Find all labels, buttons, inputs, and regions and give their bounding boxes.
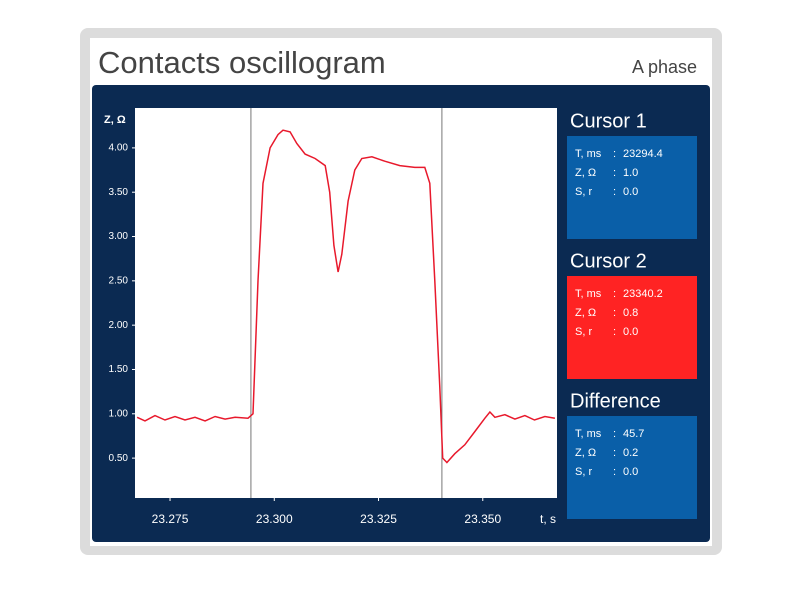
- row-value: 0.0: [623, 186, 638, 198]
- panel-title: Cursor 1: [570, 110, 647, 132]
- plot-area: [135, 108, 557, 498]
- row-name: S, r: [575, 186, 592, 198]
- row-name: Z, Ω: [575, 307, 596, 319]
- row-separator: :: [613, 167, 616, 179]
- row-value: 0.2: [623, 447, 638, 459]
- x-tick-label: 23.325: [360, 512, 397, 526]
- y-tick-label: 0.50: [109, 453, 129, 464]
- row-value: 1.0: [623, 167, 638, 179]
- y-tick-label: 2.00: [109, 320, 129, 331]
- x-axis-label: t, s: [540, 512, 556, 526]
- data-line: [136, 129, 556, 464]
- row-separator: :: [613, 466, 616, 478]
- row-name: S, r: [575, 326, 592, 338]
- panel-title: Difference: [570, 390, 661, 412]
- row-name: Z, Ω: [575, 167, 596, 179]
- panel-box: [567, 136, 697, 239]
- title: Contacts oscillogram: [98, 45, 386, 80]
- x-tick-label: 23.275: [152, 512, 189, 526]
- panel-title: Cursor 2: [570, 250, 647, 272]
- row-name: S, r: [575, 466, 592, 478]
- y-axis-label: Z, Ω: [104, 114, 126, 126]
- row-name: T, ms: [575, 148, 602, 160]
- row-name: T, ms: [575, 288, 602, 300]
- y-tick-label: 4.00: [109, 143, 129, 154]
- x-tick-label: 23.300: [256, 512, 293, 526]
- row-name: Z, Ω: [575, 447, 596, 459]
- panel-box: [567, 416, 697, 519]
- row-value: 0.8: [623, 307, 638, 319]
- y-tick-label: 1.50: [109, 364, 129, 375]
- row-separator: :: [613, 307, 616, 319]
- y-tick-label: 3.00: [109, 231, 129, 242]
- row-separator: :: [613, 148, 616, 160]
- row-value: 0.0: [623, 326, 638, 338]
- row-separator: :: [613, 288, 616, 300]
- y-tick-label: 1.00: [109, 408, 129, 419]
- row-value: 45.7: [623, 428, 644, 440]
- row-separator: :: [613, 326, 616, 338]
- y-tick-label: 3.50: [109, 187, 129, 198]
- row-value: 0.0: [623, 466, 638, 478]
- row-separator: :: [613, 186, 616, 198]
- row-name: T, ms: [575, 428, 602, 440]
- row-value: 23340.2: [623, 288, 663, 300]
- row-separator: :: [613, 447, 616, 459]
- row-separator: :: [613, 428, 616, 440]
- panel-box: [567, 276, 697, 379]
- row-value: 23294.4: [623, 148, 663, 160]
- phase: A phase: [632, 57, 697, 77]
- y-tick-label: 2.50: [109, 275, 129, 286]
- x-tick-label: 23.350: [464, 512, 501, 526]
